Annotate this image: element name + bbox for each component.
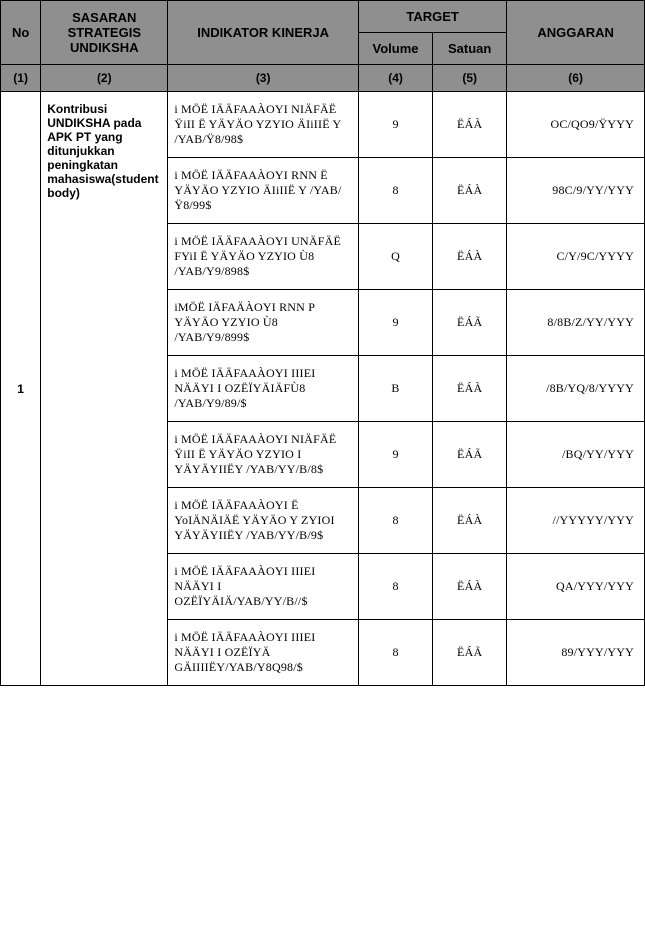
cell-volume: 9: [358, 92, 432, 158]
cell-indikator: i MÖË IÄÄFAAÀOYI IIIEI NÄÄYI I OZËÏYÄ GÄ…: [168, 620, 359, 686]
header-indikator: INDIKATOR KINERJA: [168, 1, 359, 65]
cell-sasaran: Kontribusi UNDIKSHA pada APK PT yang dit…: [41, 92, 168, 686]
cell-indikator: i MÖË IÄÄFAAÀOYI UNÄFÄË FYiI Ë YÄYÄO YZY…: [168, 224, 359, 290]
header-satuan: Satuan: [433, 33, 507, 65]
cell-indikator: i MÖË IÄÄFAAÀOYI NIÄFÄË ŸiII Ë YÄYÄO YZY…: [168, 422, 359, 488]
header-target: TARGET: [358, 1, 506, 33]
cell-satuan: ËÁÀ: [433, 158, 507, 224]
cell-satuan: ËÁÃ: [433, 290, 507, 356]
cell-satuan: ËÁÀ: [433, 488, 507, 554]
cell-indikator: i MÖË IÄÄFAAÀOYI IIIEI NÄÄYI I OZËÏYÄIÄF…: [168, 356, 359, 422]
cell-anggaran: //YYYYY/YYY: [507, 488, 645, 554]
cell-anggaran: /8B/YQ/8/YYYY: [507, 356, 645, 422]
cell-volume: 8: [358, 488, 432, 554]
cell-indikator: i MÖË IÄÄFAAÀOYI RNN Ë YÄYÄO YZYIO ÄIiII…: [168, 158, 359, 224]
cell-volume: 8: [358, 158, 432, 224]
colnum-2: (2): [41, 65, 168, 92]
table-header: No SASARAN STRATEGIS UNDIKSHA INDIKATOR …: [1, 1, 645, 92]
cell-satuan: ËÁÀ: [433, 356, 507, 422]
cell-anggaran: QA/YYY/YYY: [507, 554, 645, 620]
cell-satuan: ËÁÀ: [433, 554, 507, 620]
header-anggaran: ANGGARAN: [507, 1, 645, 65]
cell-anggaran: /BQ/YY/YYY: [507, 422, 645, 488]
cell-satuan: ËÁÀ: [433, 92, 507, 158]
cell-volume: Q: [358, 224, 432, 290]
cell-indikator: i MÖË IÄÄFAAÀOYI Ë YoIÄNÄIÄË YÄYÄO Y ZYI…: [168, 488, 359, 554]
colnum-5: (5): [433, 65, 507, 92]
cell-satuan: ËÁÀ: [433, 224, 507, 290]
cell-anggaran: OC/QO9/ŸYYY: [507, 92, 645, 158]
cell-volume: 9: [358, 290, 432, 356]
cell-volume: 9: [358, 422, 432, 488]
cell-anggaran: 89/YYY/YYY: [507, 620, 645, 686]
cell-anggaran: 98C/9/YY/YYY: [507, 158, 645, 224]
cell-no: 1: [1, 92, 41, 686]
cell-satuan: ËÁÃ: [433, 422, 507, 488]
colnum-1: (1): [1, 65, 41, 92]
cell-volume: 8: [358, 620, 432, 686]
colnum-4: (4): [358, 65, 432, 92]
performance-table: No SASARAN STRATEGIS UNDIKSHA INDIKATOR …: [0, 0, 645, 686]
cell-indikator: i MÖË IÄÄFAAÀOYI IIIEI NÄÄYI I OZËÏYÄIÄ/…: [168, 554, 359, 620]
cell-anggaran: C/Y/9C/YYYY: [507, 224, 645, 290]
cell-indikator: iMÖË IÄFAÄÀOYI RNN P YÄYÄO YZYIO Ù8 /YAB…: [168, 290, 359, 356]
cell-satuan: ËÁÃ: [433, 620, 507, 686]
colnum-6: (6): [507, 65, 645, 92]
cell-volume: B: [358, 356, 432, 422]
header-sasaran: SASARAN STRATEGIS UNDIKSHA: [41, 1, 168, 65]
cell-indikator: i MÖË IÄÄFAAÀOYI NIÄFÄË ŸiII Ë YÄYÄO YZY…: [168, 92, 359, 158]
table-row: 1 Kontribusi UNDIKSHA pada APK PT yang d…: [1, 92, 645, 158]
header-no: No: [1, 1, 41, 65]
table-body: 1 Kontribusi UNDIKSHA pada APK PT yang d…: [1, 92, 645, 686]
cell-anggaran: 8/8B/Z/YY/YYY: [507, 290, 645, 356]
column-number-row: (1) (2) (3) (4) (5) (6): [1, 65, 645, 92]
cell-volume: 8: [358, 554, 432, 620]
colnum-3: (3): [168, 65, 359, 92]
header-volume: Volume: [358, 33, 432, 65]
